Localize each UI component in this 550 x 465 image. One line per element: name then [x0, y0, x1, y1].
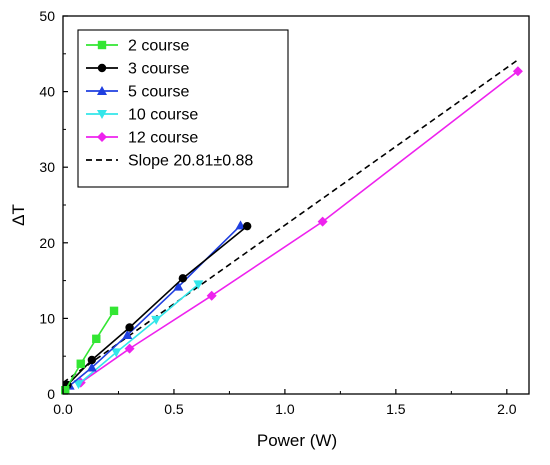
- legend-label: 2 course: [128, 38, 189, 55]
- data-point: [512, 66, 523, 77]
- legend-marker: [97, 132, 107, 142]
- y-axis-title: ΔT: [9, 204, 28, 226]
- legend-marker: [97, 40, 107, 50]
- data-point: [178, 274, 188, 283]
- legend-item: 5 course: [86, 84, 189, 101]
- legend-label: 5 course: [128, 84, 189, 101]
- data-point: [122, 330, 133, 340]
- x-tick-label: 1.0: [275, 401, 295, 417]
- data-point: [151, 315, 162, 325]
- y-tick-label: 50: [39, 8, 55, 24]
- legend-label: Slope 20.81±0.88: [128, 153, 253, 170]
- data-point: [317, 216, 328, 227]
- x-tick-label: 2.0: [497, 401, 517, 417]
- data-point: [173, 281, 184, 291]
- data-point: [87, 355, 97, 365]
- legend-label: 3 course: [128, 61, 189, 78]
- data-point: [125, 323, 134, 332]
- data-point: [61, 386, 70, 395]
- legend-label: 10 course: [128, 107, 198, 124]
- series-line: [78, 283, 199, 385]
- data-point: [111, 348, 122, 358]
- legend-item: 12 course: [86, 130, 198, 147]
- series-line: [64, 310, 115, 391]
- y-tick-label: 20: [39, 235, 55, 251]
- data-point: [86, 362, 97, 372]
- legend-label: 12 course: [128, 130, 198, 147]
- legend-item: 2 course: [86, 38, 189, 55]
- legend-marker: [97, 63, 107, 73]
- y-tick-label: 10: [39, 310, 55, 326]
- series-4: [75, 66, 523, 388]
- series-2: [64, 220, 246, 390]
- x-tick-label: 1.5: [386, 401, 406, 417]
- data-point: [124, 343, 135, 354]
- legend-box: [77, 29, 289, 188]
- y-tick-label: 40: [39, 84, 55, 100]
- legend: 2 course 3 course 5 course 10 course 12 cour…: [77, 29, 289, 188]
- legend-item: Slope 20.81±0.88: [86, 153, 253, 170]
- data-point: [76, 359, 85, 368]
- data-point: [206, 290, 217, 301]
- legend-item: 10 course: [86, 107, 198, 124]
- data-point: [242, 221, 252, 231]
- data-point: [193, 280, 204, 290]
- data-point: [92, 334, 101, 344]
- x-tick-label: 0.5: [164, 401, 184, 417]
- x-axis-title: Power (W): [257, 431, 337, 450]
- x-tick-label: 0.0: [53, 401, 73, 417]
- legend-marker: [97, 110, 107, 119]
- axes: 0.0 0.5 1.0 1.5 2.0 0 10 20 30 40 50: [39, 8, 530, 417]
- series-3: [73, 280, 204, 390]
- y-tick-label: 30: [39, 159, 55, 175]
- data-point: [73, 380, 84, 390]
- data-point: [235, 220, 246, 230]
- legend-marker: [97, 86, 107, 95]
- y-tick-label: 0: [47, 386, 55, 402]
- fit-line: [62, 59, 519, 384]
- legend-item: 3 course: [86, 61, 189, 78]
- series-0: [61, 306, 119, 395]
- data-point: [109, 306, 119, 316]
- plot-area: [61, 59, 523, 395]
